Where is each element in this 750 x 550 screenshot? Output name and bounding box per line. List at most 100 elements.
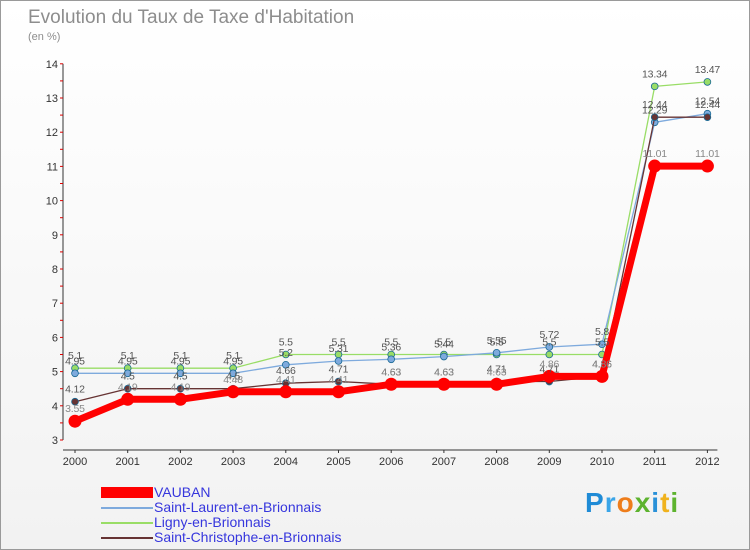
data-point-saint-laurent-en-brionnais [281, 360, 290, 369]
data-label-vauban: 3.55 [65, 403, 85, 415]
data-point-vauban [226, 385, 240, 399]
data-label-saint-laurent-en-brionnais: 12.29 [642, 104, 668, 116]
legend-swatch-saint-christophe [101, 537, 153, 539]
data-point-ligny-en-brionnais [545, 350, 554, 359]
series-layer [68, 78, 714, 428]
data-label-saint-christophe-en-brionnais: 4.5 [173, 371, 187, 383]
data-point-saint-christophe-en-brionnais [176, 384, 185, 393]
data-label-saint-laurent-en-brionnais: 5.31 [329, 343, 349, 355]
data-label-vauban: 4.41 [329, 374, 349, 386]
data-label-ligny-en-brionnais: 5.1 [173, 350, 187, 362]
data-label-ligny-en-brionnais: 5.5 [437, 337, 451, 349]
y-tick-label: 12 [46, 127, 58, 139]
chart-title: Evolution du Taux de Taxe d'Habitation [28, 7, 355, 28]
data-label-saint-christophe-en-brionnais: 4.63 [381, 366, 401, 378]
y-tick-label: 9 [52, 230, 58, 242]
data-point-saint-laurent-en-brionnais [440, 352, 448, 361]
data-point-saint-christophe-en-brionnais [703, 113, 712, 121]
legend-swatch-ligny [101, 522, 153, 524]
x-tick-label: 2007 [432, 456, 456, 468]
data-label-saint-christophe-en-brionnais: 12.44 [642, 99, 668, 111]
legend-swatch-saint-laurent [101, 507, 153, 509]
data-label-vauban: 4.63 [487, 366, 507, 378]
legend-label-saint-laurent: Saint-Laurent-en-Brionnais [154, 499, 322, 515]
data-label-saint-laurent-en-brionnais: 5.44 [434, 339, 454, 351]
x-tick-label: 2011 [643, 456, 667, 468]
data-label-vauban: 11.01 [642, 148, 667, 160]
data-label-saint-christophe-en-brionnais: 4.5 [226, 371, 240, 383]
data-label-vauban: 4.86 [539, 358, 559, 370]
x-tick-label: 2003 [221, 456, 245, 468]
data-label-saint-laurent-en-brionnais: 12.54 [695, 96, 721, 108]
data-point-vauban [700, 159, 714, 173]
data-point-vauban [648, 159, 662, 173]
x-tick-label: 2004 [274, 456, 298, 468]
data-label-ligny-en-brionnais: 13.34 [642, 68, 668, 80]
x-tick-label: 2012 [695, 456, 719, 468]
data-label-saint-laurent-en-brionnais: 4.95 [223, 355, 243, 367]
data-point-vauban [595, 369, 609, 383]
legend-label-saint-christophe: Saint-Christophe-en-Brionnais [154, 529, 342, 545]
x-tick-label: 2008 [484, 456, 508, 468]
data-point-vauban [68, 414, 82, 428]
data-point-saint-laurent-en-brionnais [71, 369, 79, 378]
data-label-ligny-en-brionnais: 5.1 [121, 350, 135, 362]
data-point-saint-laurent-en-brionnais [176, 369, 185, 378]
legend-swatch-vauban [101, 487, 153, 498]
y-tick-label: 3 [52, 435, 58, 447]
data-label-vauban: 4.86 [592, 358, 612, 370]
data-label-ligny-en-brionnais: 5.5 [595, 337, 609, 349]
data-point-saint-laurent-en-brionnais [598, 340, 606, 349]
y-tick-label: 8 [52, 264, 58, 276]
x-tick-label: 2001 [115, 456, 139, 468]
data-label-saint-christophe-en-brionnais: 12.44 [695, 99, 721, 111]
proxiti-logo: Proxiti [585, 487, 679, 519]
chart-axes: 3 4 5 6 7 8 9 10 11 12 13 14 2000 2001 2002 2003 2004 200… [46, 59, 720, 468]
y-tick-label: 7 [52, 298, 58, 310]
x-tick-label: 2005 [326, 456, 350, 468]
logo-letter: x [634, 487, 652, 518]
data-label-ligny-en-brionnais: 5.5 [542, 337, 556, 349]
data-label-saint-laurent-en-brionnais: 4.95 [118, 355, 138, 367]
data-point-saint-laurent-en-brionnais [229, 369, 237, 378]
logo-letter: r [604, 487, 617, 518]
data-label-saint-christophe-en-brionnais: 4.63 [434, 366, 454, 378]
data-point-vauban [384, 377, 398, 391]
data-point-vauban [173, 392, 187, 406]
x-tick-label: 2010 [590, 456, 614, 468]
data-point-ligny-en-brionnais [650, 82, 659, 91]
y-tick-label: 13 [46, 93, 58, 105]
data-point-saint-christophe-en-brionnais [334, 377, 343, 386]
data-point-ligny-en-brionnais [281, 350, 290, 359]
data-point-saint-laurent-en-brionnais [123, 369, 132, 378]
logo-letter: t [660, 487, 671, 518]
data-point-vauban [332, 385, 345, 399]
data-label-saint-laurent-en-brionnais: 5.2 [279, 347, 293, 359]
data-label-vauban: 4.63 [434, 366, 454, 378]
legend-label-vauban: VAUBAN [154, 484, 211, 500]
data-label-saint-christophe-en-brionnais: 4.71 [329, 364, 349, 376]
data-point-vauban [542, 369, 556, 383]
data-label-vauban: 4.19 [118, 381, 138, 393]
x-tick-label: 2009 [537, 456, 561, 468]
y-tick-label: 6 [52, 332, 58, 344]
data-point-saint-christophe-en-brionnais [650, 113, 659, 121]
x-tick-label: 2006 [379, 456, 403, 468]
data-point-saint-laurent-en-brionnais [387, 355, 396, 364]
data-label-ligny-en-brionnais: 5.1 [226, 350, 240, 362]
data-point-saint-christophe-en-brionnais [71, 397, 79, 406]
y-tick-label: 4 [52, 401, 58, 413]
legend-label-ligny: Ligny-en-Brionnais [154, 514, 271, 530]
data-label-saint-christophe-en-brionnais: 4.12 [65, 384, 85, 396]
y-tick-label: 11 [47, 161, 58, 173]
data-label-vauban: 4.48 [223, 374, 243, 386]
data-label-vauban: 4.41 [276, 374, 296, 386]
data-labels-layer: 5.1 5.1 5.1 5.1 5.5 5.5 5.5 5.5 5.5 5.5 5.5 13.34 13… [65, 64, 720, 415]
y-tick-label: 10 [46, 196, 58, 208]
data-point-vauban [121, 392, 135, 406]
data-point-saint-christophe-en-brionnais [123, 384, 132, 393]
data-label-saint-laurent-en-brionnais: 5.55 [487, 335, 507, 347]
data-label-saint-christophe-en-brionnais: 4.5 [121, 371, 135, 383]
y-tick-label: 5 [52, 367, 58, 379]
